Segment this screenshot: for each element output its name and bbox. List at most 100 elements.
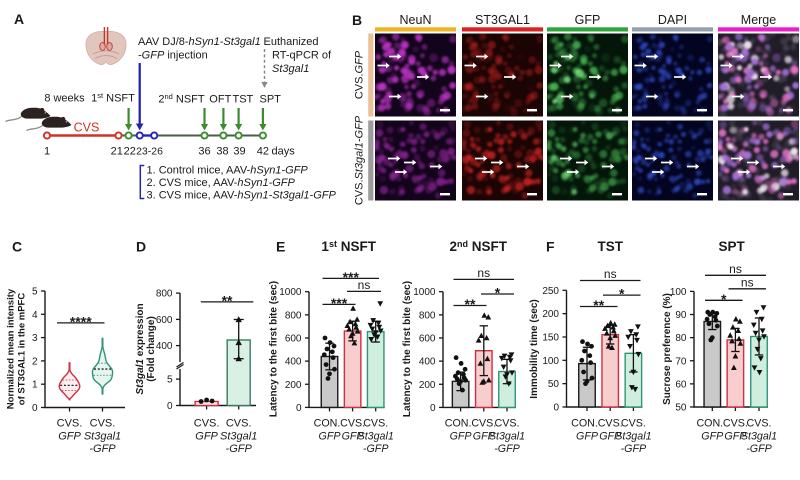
svg-text:E: E <box>276 239 285 255</box>
svg-text:**: ** <box>222 292 233 308</box>
svg-text:Merge: Merge <box>741 13 776 27</box>
svg-text:C: C <box>12 239 22 255</box>
svg-text:0: 0 <box>430 403 436 414</box>
svg-text:SPT: SPT <box>259 94 281 106</box>
svg-text:5: 5 <box>32 287 38 298</box>
svg-text:150: 150 <box>542 332 559 343</box>
svg-text:CVS.: CVS. <box>194 418 220 430</box>
svg-text:(Fold change): (Fold change) <box>146 316 157 382</box>
svg-text:1000: 1000 <box>413 287 436 298</box>
svg-text:600: 600 <box>156 315 173 326</box>
svg-text:38: 38 <box>216 146 228 158</box>
svg-text:Latency to the first bite (sec: Latency to the first bite (sec) <box>269 281 280 417</box>
svg-text:CVS.: CVS. <box>621 418 646 430</box>
svg-text:St3gal1: St3gal1 <box>741 430 777 442</box>
svg-text:Euthanized: Euthanized <box>264 36 319 48</box>
svg-text:1. Control mice, AAV-hSyn1-GFP: 1. Control mice, AAV-hSyn1-GFP <box>147 165 309 177</box>
svg-text:22: 22 <box>124 146 136 158</box>
svg-text:50: 50 <box>548 379 560 390</box>
svg-text:of ST3GAL1 in the mPFC: of ST3GAL1 in the mPFC <box>16 293 27 406</box>
svg-text:GFP: GFP <box>576 430 599 442</box>
svg-text:CON.: CON. <box>314 418 341 430</box>
svg-text:CVS.: CVS. <box>340 418 365 430</box>
svg-text:GFP: GFP <box>319 430 342 442</box>
svg-text:21: 21 <box>111 146 123 158</box>
svg-text:1: 1 <box>32 380 38 391</box>
svg-text:***: *** <box>343 269 360 285</box>
svg-text:-GFP: -GFP <box>494 443 520 455</box>
svg-text:ns: ns <box>741 275 754 289</box>
svg-text:CVS.: CVS. <box>747 418 772 430</box>
svg-text:RT-qPCR of: RT-qPCR of <box>272 50 332 62</box>
svg-text:70: 70 <box>675 356 687 367</box>
svg-text:CON.: CON. <box>571 418 598 430</box>
svg-text:100: 100 <box>542 356 559 367</box>
svg-text:2: 2 <box>32 356 38 367</box>
svg-text:600: 600 <box>285 333 302 344</box>
svg-text:-GFP: -GFP <box>226 443 253 455</box>
svg-text:80: 80 <box>675 333 687 344</box>
svg-text:600: 600 <box>419 333 436 344</box>
svg-text:D: D <box>136 239 146 255</box>
svg-text:0: 0 <box>296 403 302 414</box>
svg-text:-GFP: -GFP <box>89 443 116 455</box>
svg-text:A: A <box>14 11 24 27</box>
svg-text:**: ** <box>593 297 604 313</box>
svg-text:200: 200 <box>285 380 302 391</box>
svg-text:GFP: GFP <box>599 430 622 442</box>
svg-text:St3gal1 expression: St3gal1 expression <box>135 303 146 394</box>
svg-text:23-26: 23-26 <box>136 146 163 158</box>
svg-text:St3gal1: St3gal1 <box>615 430 651 442</box>
svg-text:250: 250 <box>542 286 559 297</box>
svg-text:-GFP injection: -GFP injection <box>138 50 208 62</box>
svg-text:TST: TST <box>598 239 624 254</box>
svg-text:CVS.: CVS. <box>57 418 83 430</box>
svg-text:****: **** <box>70 313 92 329</box>
svg-text:CON.: CON. <box>445 418 472 430</box>
svg-text:SPT: SPT <box>718 239 745 254</box>
svg-text:4: 4 <box>32 310 38 321</box>
svg-text:days: days <box>272 146 296 158</box>
svg-text:***: *** <box>331 295 348 311</box>
svg-text:1: 1 <box>44 146 50 158</box>
svg-text:Normalized mean intensity: Normalized mean intensity <box>6 288 17 409</box>
svg-text:*: * <box>495 285 501 301</box>
svg-text:200: 200 <box>542 309 559 320</box>
svg-text:800: 800 <box>156 289 173 300</box>
svg-text:3: 3 <box>32 333 38 344</box>
svg-text:AAV DJ/8-hSyn1-St3gal1: AAV DJ/8-hSyn1-St3gal1 <box>138 36 261 48</box>
svg-text:50: 50 <box>675 403 687 414</box>
svg-text:CVS.: CVS. <box>471 418 496 430</box>
svg-text:CVS.: CVS. <box>495 418 520 430</box>
svg-text:800: 800 <box>419 310 436 321</box>
svg-text:*: * <box>619 286 625 302</box>
svg-text:400: 400 <box>419 357 436 368</box>
svg-text:200: 200 <box>419 380 436 391</box>
svg-text:2nd NSFT: 2nd NSFT <box>158 92 205 106</box>
svg-text:St3gal1: St3gal1 <box>489 430 525 442</box>
svg-text:-GFP: -GFP <box>621 443 647 455</box>
svg-text:60: 60 <box>675 379 687 390</box>
svg-text:St3gal1: St3gal1 <box>84 430 121 442</box>
svg-text:400: 400 <box>156 341 173 352</box>
svg-text:CON.: CON. <box>696 418 723 430</box>
svg-text:GFP: GFP <box>701 430 724 442</box>
svg-text:DAPI: DAPI <box>658 13 687 27</box>
svg-text:CVS.: CVS. <box>363 418 388 430</box>
svg-text:St3gal1: St3gal1 <box>358 430 394 442</box>
svg-text:**: ** <box>465 296 476 312</box>
svg-text:GFP: GFP <box>575 13 601 27</box>
svg-text:ns: ns <box>604 267 617 281</box>
svg-text:Immobility time (sec): Immobility time (sec) <box>529 299 540 398</box>
svg-text:Sucrose preference (%): Sucrose preference (%) <box>662 293 673 405</box>
svg-text:CVS.St3gal1-GFP: CVS.St3gal1-GFP <box>354 115 366 205</box>
svg-text:ns: ns <box>358 278 371 292</box>
svg-text:TST: TST <box>233 94 254 106</box>
svg-text:400: 400 <box>285 357 302 368</box>
svg-text:Latency to the first bite (sec: Latency to the first bite (sec) <box>402 281 413 417</box>
svg-text:CVS.: CVS. <box>90 418 116 430</box>
svg-text:F: F <box>546 239 555 255</box>
svg-text:CVS: CVS <box>74 121 100 135</box>
svg-text:800: 800 <box>285 310 302 321</box>
svg-text:CVS.: CVS. <box>598 418 623 430</box>
